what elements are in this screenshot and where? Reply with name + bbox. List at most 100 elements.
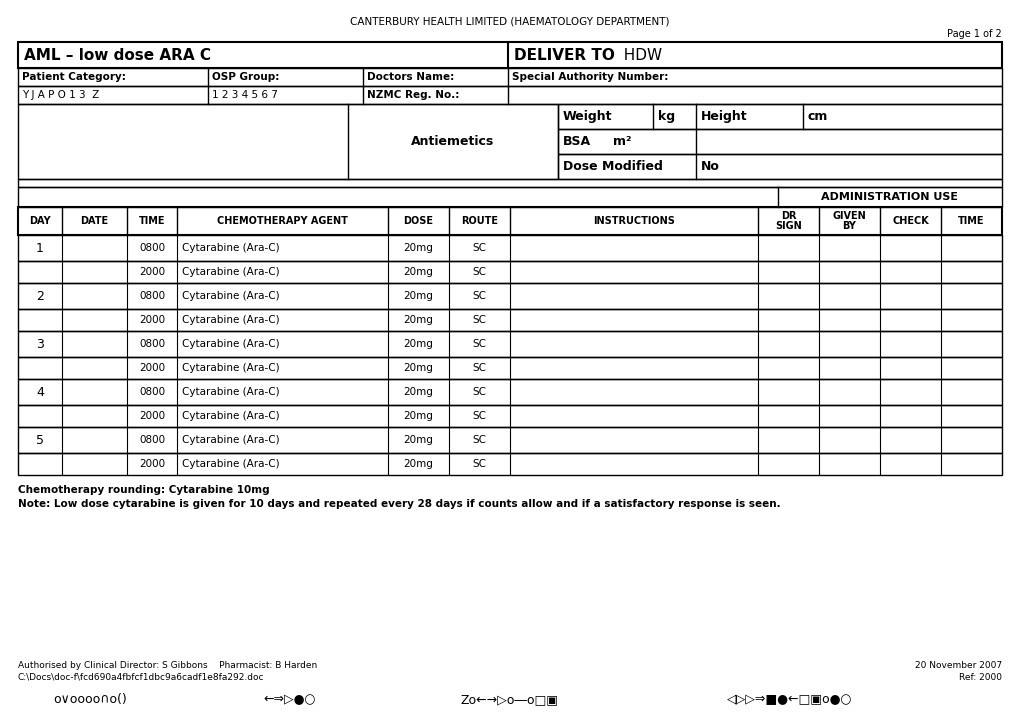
Text: Chemotherapy rounding: Cytarabine 10mg: Chemotherapy rounding: Cytarabine 10mg — [18, 485, 269, 495]
Text: 3: 3 — [36, 338, 44, 351]
Text: Special Authority Number:: Special Authority Number: — [512, 72, 667, 82]
Text: 0800: 0800 — [139, 435, 165, 445]
Text: 5: 5 — [36, 433, 44, 446]
Text: DELIVER TO: DELIVER TO — [514, 48, 614, 63]
Bar — [18, 187, 1001, 207]
Bar — [18, 309, 1001, 331]
Text: C:\Docs\doc-f\fcd690a4fbfcf1dbc9a6cadf1e8fa292.doc: C:\Docs\doc-f\fcd690a4fbfcf1dbc9a6cadf1e… — [18, 672, 264, 682]
Bar — [18, 331, 1001, 357]
Text: CHEMOTHERAPY AGENT: CHEMOTHERAPY AGENT — [217, 216, 347, 226]
Bar — [18, 207, 1001, 235]
Text: 2000: 2000 — [139, 459, 165, 469]
Text: SC: SC — [472, 315, 486, 325]
Bar — [18, 453, 1001, 475]
Text: SC: SC — [472, 459, 486, 469]
Text: ADMINISTRATION USE: ADMINISTRATION USE — [820, 192, 958, 202]
Text: kg: kg — [657, 110, 675, 123]
Text: Cytarabine (Ara-C): Cytarabine (Ara-C) — [181, 435, 279, 445]
Text: Y J A P O 1 3  Z: Y J A P O 1 3 Z — [22, 90, 99, 100]
Bar — [557, 129, 1001, 154]
Text: BY: BY — [842, 221, 856, 231]
Text: Weight: Weight — [562, 110, 611, 123]
Text: BSA: BSA — [562, 135, 591, 148]
Text: TIME: TIME — [957, 216, 983, 226]
Text: 20mg: 20mg — [404, 363, 433, 373]
Text: 20 November 2007: 20 November 2007 — [914, 660, 1001, 670]
Text: DAY: DAY — [30, 216, 51, 226]
Text: ROUTE: ROUTE — [461, 216, 497, 226]
Text: DOSE: DOSE — [404, 216, 433, 226]
Text: 2000: 2000 — [139, 267, 165, 277]
Text: Cytarabine (Ara-C): Cytarabine (Ara-C) — [181, 339, 279, 349]
Text: ←⇒▷●○: ←⇒▷●○ — [264, 693, 316, 706]
Bar — [18, 283, 1001, 309]
Text: 2000: 2000 — [139, 363, 165, 373]
Bar — [18, 179, 1001, 187]
Text: Page 1 of 2: Page 1 of 2 — [947, 29, 1001, 39]
Text: 0800: 0800 — [139, 339, 165, 349]
Text: 20mg: 20mg — [404, 459, 433, 469]
Text: 1 2 3 4 5 6 7: 1 2 3 4 5 6 7 — [212, 90, 277, 100]
Text: 2000: 2000 — [139, 315, 165, 325]
Bar — [18, 261, 1001, 283]
Bar — [18, 68, 1001, 86]
Bar — [18, 86, 1001, 104]
Text: 2: 2 — [36, 289, 44, 302]
Bar — [18, 427, 1001, 453]
Bar — [18, 235, 1001, 261]
Text: SIGN: SIGN — [774, 221, 801, 231]
Text: SC: SC — [472, 339, 486, 349]
Text: SC: SC — [472, 291, 486, 301]
Text: 20mg: 20mg — [404, 411, 433, 421]
Text: 2000: 2000 — [139, 411, 165, 421]
Text: No: No — [700, 160, 719, 173]
Text: TIME: TIME — [139, 216, 165, 226]
Bar — [18, 405, 1001, 427]
Text: DR: DR — [780, 211, 796, 221]
Text: DATE: DATE — [81, 216, 108, 226]
Text: Cytarabine (Ara-C): Cytarabine (Ara-C) — [181, 315, 279, 325]
Text: Cytarabine (Ara-C): Cytarabine (Ara-C) — [181, 363, 279, 373]
Text: OSP Group:: OSP Group: — [212, 72, 279, 82]
Text: Authorised by Clinical Director: S Gibbons    Pharmacist: B Harden: Authorised by Clinical Director: S Gibbo… — [18, 660, 317, 670]
Text: Height: Height — [700, 110, 747, 123]
Text: INSTRUCTIONS: INSTRUCTIONS — [592, 216, 675, 226]
Text: Ref: 2000: Ref: 2000 — [958, 672, 1001, 682]
Text: cm: cm — [807, 110, 827, 123]
Text: 1: 1 — [36, 241, 44, 254]
Text: SC: SC — [472, 387, 486, 397]
Text: NZMC Reg. No.:: NZMC Reg. No.: — [367, 90, 459, 100]
Text: 0800: 0800 — [139, 291, 165, 301]
Bar — [18, 379, 1001, 405]
Text: SC: SC — [472, 363, 486, 373]
Text: Note: Low dose cytarabine is given for 10 days and repeated every 28 days if cou: Note: Low dose cytarabine is given for 1… — [18, 499, 780, 509]
Text: 20mg: 20mg — [404, 291, 433, 301]
Text: Cytarabine (Ara-C): Cytarabine (Ara-C) — [181, 459, 279, 469]
Text: 0800: 0800 — [139, 387, 165, 397]
Text: AML – low dose ARA C: AML – low dose ARA C — [24, 48, 211, 63]
Text: 20mg: 20mg — [404, 435, 433, 445]
Text: Cytarabine (Ara-C): Cytarabine (Ara-C) — [181, 387, 279, 397]
Text: 20mg: 20mg — [404, 387, 433, 397]
Text: 20mg: 20mg — [404, 267, 433, 277]
Text: GIVEN: GIVEN — [832, 211, 865, 221]
Text: Dose Modified: Dose Modified — [562, 160, 662, 173]
Text: 20mg: 20mg — [404, 339, 433, 349]
Text: Doctors Name:: Doctors Name: — [367, 72, 453, 82]
Text: SC: SC — [472, 267, 486, 277]
Text: Patient Category:: Patient Category: — [22, 72, 125, 82]
Text: SC: SC — [472, 243, 486, 253]
Text: Zo←→▷o―o□▣: Zo←→▷o―o□▣ — [461, 693, 558, 706]
Text: SC: SC — [472, 435, 486, 445]
Text: Cytarabine (Ara-C): Cytarabine (Ara-C) — [181, 243, 279, 253]
Text: SC: SC — [472, 411, 486, 421]
Text: Cytarabine (Ara-C): Cytarabine (Ara-C) — [181, 291, 279, 301]
Text: CANTERBURY HEALTH LIMITED (HAEMATOLOGY DEPARTMENT): CANTERBURY HEALTH LIMITED (HAEMATOLOGY D… — [350, 17, 669, 27]
Text: o∨oooo∩o(): o∨oooo∩o() — [53, 693, 126, 706]
Text: 0800: 0800 — [139, 243, 165, 253]
Text: 20mg: 20mg — [404, 243, 433, 253]
Text: 20mg: 20mg — [404, 315, 433, 325]
Text: ◁▷▷⇒■●←□▣o●○: ◁▷▷⇒■●←□▣o●○ — [727, 693, 852, 706]
Bar — [557, 104, 1001, 129]
Bar — [18, 42, 1001, 68]
